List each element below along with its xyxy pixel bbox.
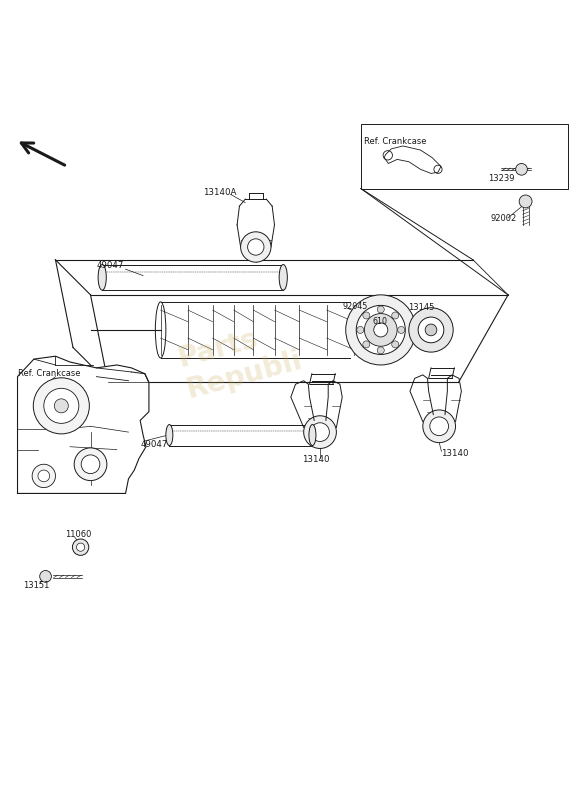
Ellipse shape	[309, 425, 316, 446]
Circle shape	[248, 239, 264, 255]
Bar	[361, 124, 568, 189]
Circle shape	[392, 341, 399, 348]
Circle shape	[356, 306, 405, 354]
Circle shape	[430, 417, 449, 436]
Circle shape	[81, 455, 100, 474]
Text: 11060: 11060	[65, 530, 92, 539]
Circle shape	[77, 543, 85, 551]
Ellipse shape	[279, 265, 287, 290]
Text: 13145: 13145	[408, 303, 434, 312]
Text: Ref. Crankcase: Ref. Crankcase	[18, 369, 80, 378]
Circle shape	[357, 326, 364, 334]
Circle shape	[516, 163, 527, 175]
Text: 92045: 92045	[342, 302, 367, 311]
Circle shape	[72, 539, 89, 555]
Text: 49047: 49047	[96, 261, 124, 270]
Circle shape	[54, 399, 68, 413]
Circle shape	[409, 308, 453, 352]
Circle shape	[377, 347, 384, 354]
Polygon shape	[18, 356, 149, 494]
Circle shape	[434, 166, 442, 174]
Circle shape	[364, 314, 397, 346]
Circle shape	[40, 570, 51, 582]
Text: 13140: 13140	[303, 455, 330, 464]
Circle shape	[423, 410, 456, 442]
Text: Parts
Republi: Parts Republi	[175, 314, 306, 404]
Text: 13140A: 13140A	[203, 187, 237, 197]
Circle shape	[32, 464, 55, 488]
Text: 610: 610	[373, 317, 388, 326]
Circle shape	[346, 295, 416, 365]
Circle shape	[398, 326, 405, 334]
Text: 13140: 13140	[441, 450, 468, 458]
Text: 13151: 13151	[23, 582, 50, 590]
Circle shape	[425, 324, 437, 336]
Circle shape	[377, 306, 384, 313]
Text: 49047: 49047	[140, 440, 168, 449]
Ellipse shape	[166, 425, 173, 446]
Circle shape	[392, 312, 399, 319]
Circle shape	[33, 378, 89, 434]
Circle shape	[519, 195, 532, 208]
Circle shape	[418, 317, 444, 342]
Circle shape	[311, 422, 329, 442]
Ellipse shape	[98, 265, 106, 290]
Text: Ref. Crankcase: Ref. Crankcase	[364, 138, 426, 146]
Circle shape	[304, 416, 336, 449]
Circle shape	[363, 341, 370, 348]
Circle shape	[38, 470, 50, 482]
Circle shape	[383, 150, 392, 160]
Circle shape	[44, 388, 79, 423]
Text: 92002: 92002	[491, 214, 517, 223]
Circle shape	[74, 448, 107, 481]
Circle shape	[363, 312, 370, 319]
Circle shape	[374, 323, 388, 337]
Circle shape	[241, 232, 271, 262]
Text: 13239: 13239	[488, 174, 514, 182]
